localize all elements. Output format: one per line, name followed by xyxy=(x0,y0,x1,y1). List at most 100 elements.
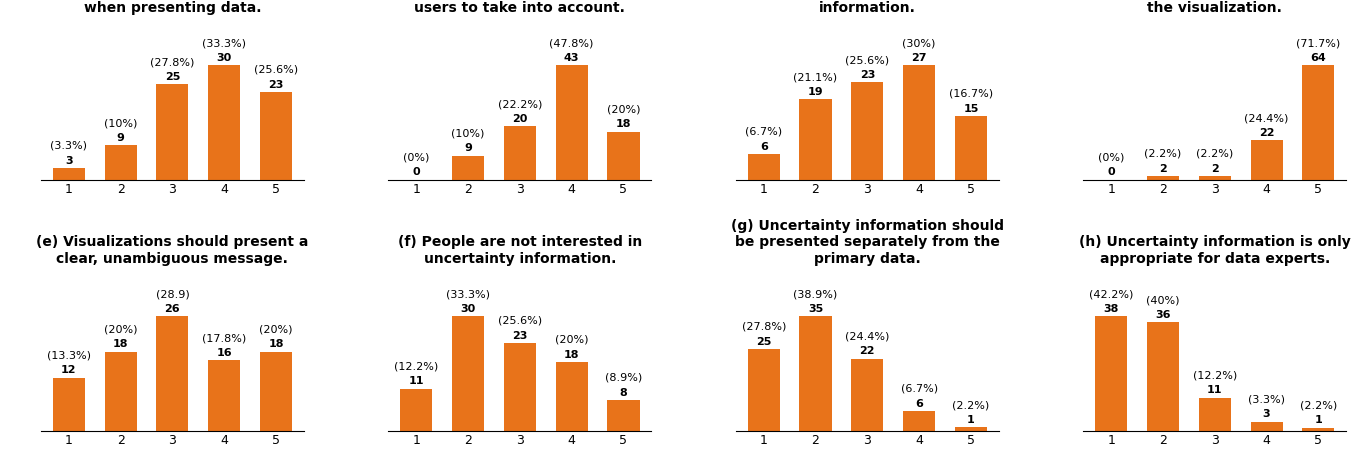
Text: (12.2%): (12.2%) xyxy=(394,361,438,371)
Bar xyxy=(955,117,987,180)
Text: (28.9): (28.9) xyxy=(155,288,189,299)
Text: (10%): (10%) xyxy=(452,128,484,138)
Bar xyxy=(1251,141,1282,180)
Text: 11: 11 xyxy=(1208,384,1223,394)
Text: (16.7%): (16.7%) xyxy=(949,89,993,99)
Text: 30: 30 xyxy=(461,303,476,313)
Text: 2: 2 xyxy=(1159,163,1167,173)
Bar xyxy=(53,169,84,180)
Bar xyxy=(53,378,84,431)
Text: (24.4%): (24.4%) xyxy=(845,331,889,341)
Text: 25: 25 xyxy=(756,336,771,346)
Bar xyxy=(208,361,241,431)
Text: (21.1%): (21.1%) xyxy=(793,72,838,82)
Text: 25: 25 xyxy=(165,72,180,82)
Text: 64: 64 xyxy=(1311,53,1326,63)
Title: (c) Most audiences cannot
understand uncertainty
information.: (c) Most audiences cannot understand unc… xyxy=(764,0,971,14)
Bar xyxy=(156,317,189,431)
Text: (2.2%): (2.2%) xyxy=(952,399,990,409)
Bar xyxy=(1198,176,1231,180)
Text: 16: 16 xyxy=(216,347,233,357)
Bar xyxy=(608,132,639,180)
Text: 22: 22 xyxy=(1259,128,1274,138)
Bar xyxy=(105,352,136,431)
Text: 9: 9 xyxy=(464,143,472,153)
Text: (71.7%): (71.7%) xyxy=(1296,38,1341,48)
Text: 6: 6 xyxy=(760,141,767,151)
Text: 27: 27 xyxy=(911,53,928,63)
Text: 19: 19 xyxy=(808,87,823,97)
Text: (17.8%): (17.8%) xyxy=(203,332,246,342)
Bar xyxy=(1251,422,1282,431)
Bar xyxy=(903,66,936,180)
Bar xyxy=(1198,398,1231,431)
Text: 1: 1 xyxy=(1315,414,1322,424)
Text: (2.2%): (2.2%) xyxy=(1300,400,1337,409)
Bar xyxy=(955,427,987,431)
Text: (20%): (20%) xyxy=(103,324,137,334)
Title: (h) Uncertainty information is only
appropriate for data experts.: (h) Uncertainty information is only appr… xyxy=(1078,235,1350,265)
Text: (30%): (30%) xyxy=(903,38,936,48)
Bar xyxy=(503,344,536,431)
Text: (38.9%): (38.9%) xyxy=(793,288,838,299)
Title: (d) Uncertainty information should be
presented when it calls into question
the : (d) Uncertainty information should be pr… xyxy=(1064,0,1360,14)
Text: 23: 23 xyxy=(513,330,528,340)
Bar xyxy=(800,317,831,431)
Text: 23: 23 xyxy=(268,80,284,89)
Text: 8: 8 xyxy=(620,387,627,397)
Bar xyxy=(156,85,189,180)
Text: (3.3%): (3.3%) xyxy=(1248,394,1285,403)
Bar xyxy=(800,100,831,180)
Text: 22: 22 xyxy=(860,346,874,356)
Text: (0%): (0%) xyxy=(1098,152,1125,162)
Text: 38: 38 xyxy=(1103,303,1119,313)
Text: (33.3%): (33.3%) xyxy=(446,288,490,299)
Text: 2: 2 xyxy=(1210,163,1219,173)
Text: 36: 36 xyxy=(1155,309,1171,319)
Text: (2.2%): (2.2%) xyxy=(1197,148,1234,158)
Bar xyxy=(851,83,884,180)
Text: (24.4%): (24.4%) xyxy=(1244,113,1289,123)
Text: (20%): (20%) xyxy=(260,324,292,334)
Text: 3: 3 xyxy=(1263,408,1270,418)
Text: (2.2%): (2.2%) xyxy=(1144,148,1182,158)
Text: (25.6%): (25.6%) xyxy=(498,315,541,325)
Text: (6.7%): (6.7%) xyxy=(900,383,937,393)
Text: (25.6%): (25.6%) xyxy=(254,65,298,75)
Text: 18: 18 xyxy=(268,338,284,348)
Text: (20%): (20%) xyxy=(607,104,641,114)
Text: (13.3%): (13.3%) xyxy=(46,350,91,360)
Bar xyxy=(1146,176,1179,180)
Text: (27.8%): (27.8%) xyxy=(741,321,786,331)
Text: 11: 11 xyxy=(408,375,424,386)
Text: 15: 15 xyxy=(963,104,979,113)
Bar xyxy=(851,359,884,431)
Title: (b) Uncertainty information should
be presented in a way that forces
users to ta: (b) Uncertainty information should be pr… xyxy=(384,0,657,14)
Text: (42.2%): (42.2%) xyxy=(1089,288,1133,299)
Text: (22.2%): (22.2%) xyxy=(498,99,543,109)
Text: (10%): (10%) xyxy=(103,118,137,128)
Bar xyxy=(1303,428,1334,431)
Text: 0: 0 xyxy=(1107,167,1115,177)
Text: 6: 6 xyxy=(915,398,923,407)
Bar xyxy=(608,400,639,431)
Text: (0%): (0%) xyxy=(403,152,430,162)
Text: (8.9%): (8.9%) xyxy=(605,372,642,382)
Text: 23: 23 xyxy=(860,70,874,80)
Text: 18: 18 xyxy=(113,338,128,348)
Bar xyxy=(105,146,136,180)
Bar xyxy=(748,155,779,180)
Text: 1: 1 xyxy=(967,414,975,424)
Bar xyxy=(452,156,484,180)
Bar xyxy=(260,352,292,431)
Title: (a) It is important to always
present uncertainty information
when presenting da: (a) It is important to always present un… xyxy=(46,0,299,14)
Title: (e) Visualizations should present a
clear, unambiguous message.: (e) Visualizations should present a clea… xyxy=(37,235,309,265)
Text: 20: 20 xyxy=(513,114,528,124)
Text: 0: 0 xyxy=(412,167,420,177)
Bar xyxy=(556,66,588,180)
Text: (40%): (40%) xyxy=(1146,294,1179,305)
Bar xyxy=(503,127,536,180)
Bar xyxy=(208,66,241,180)
Text: 35: 35 xyxy=(808,303,823,313)
Text: 18: 18 xyxy=(616,119,631,129)
